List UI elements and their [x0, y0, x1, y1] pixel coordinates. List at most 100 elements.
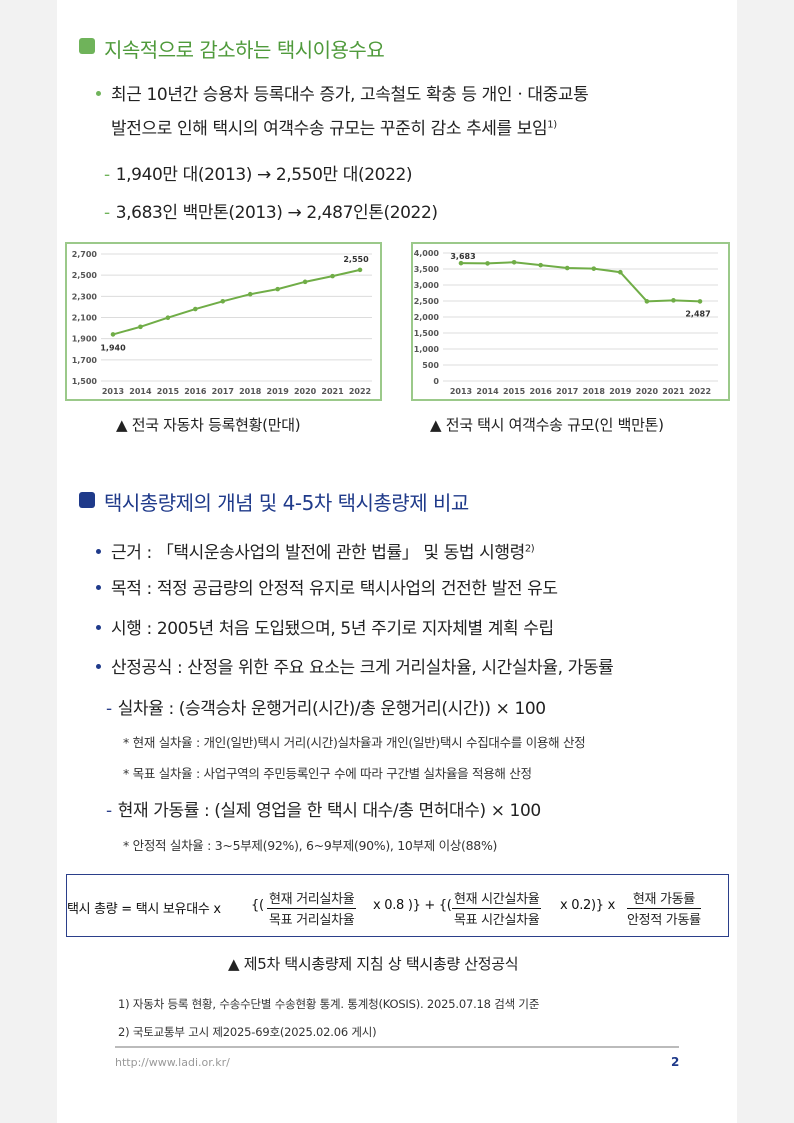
section1-title: 지속적으로 감소하는 택시이용수요 [104, 38, 385, 62]
chart2-caption: ▲ 전국 택시 여객수송 규모(인 백만톤) [430, 416, 664, 434]
section2-s1: - 실차율 : (승객승차 운행거리(시간)/총 운행거리(시간)) × 100 [106, 699, 546, 719]
data-point [538, 262, 543, 268]
y-tick-label: 2,000 [414, 313, 440, 322]
chart1-svg: 1,500 1,700 1,900 2,100 2,300 2,500 2,700 2013 2… [72, 250, 372, 396]
section2-note1: * 현재 실차율 : 개인(일반)택시 거리(시간)실차율과 개인(일반)택시 … [123, 735, 586, 750]
footnote-ref-1: 1) [547, 119, 557, 131]
x-tick-label: 2016 [530, 387, 553, 396]
footer-rule [115, 1046, 679, 1048]
y-tick-label: 2,700 [72, 250, 98, 259]
data-point [644, 299, 650, 304]
bullet-dot-icon [96, 624, 101, 630]
formula-caption: ▲ 제5차 택시총량제 지침 상 택시총량 산정공식 [228, 955, 519, 973]
data-point [485, 261, 490, 266]
x-tick-label: 2014 [476, 387, 499, 396]
section1-sub2: -3,683인 백만톤(2013) → 2,487인톤(2022) [104, 203, 438, 223]
data-point [591, 266, 597, 271]
chart-taxi-passenger-volume: 0 500 1,000 1,500 2,000 2,500 3,000 3,500 4,000 2… [411, 242, 730, 401]
data-point [564, 265, 570, 271]
x-tick-label: 2018 [239, 387, 262, 396]
chart2-svg: 0 500 1,000 1,500 2,000 2,500 3,000 3,500 4,000 2… [414, 249, 718, 396]
data-point [458, 260, 464, 266]
bullet-dot-icon [96, 584, 101, 590]
page-number: 2 [671, 1055, 680, 1069]
data-point [618, 269, 623, 275]
x-tick-label: 2020 [636, 387, 659, 396]
data-point [697, 299, 703, 304]
data-point [511, 259, 517, 265]
data-point [357, 267, 363, 273]
section2-note3: * 안정적 실차율 : 3~5부제(92%), 6~9부제(90%), 10부제… [123, 838, 498, 853]
data-point [165, 315, 171, 321]
y-tick-label: 0 [433, 377, 439, 386]
footnote-1: 1) 자동차 등록 현황, 수송수단별 수송현황 통계. 통계청(KOSIS).… [118, 997, 540, 1011]
y-tick-label: 3,500 [414, 265, 440, 274]
navy-square-icon [79, 492, 95, 508]
data-point [302, 279, 308, 285]
bullet-dot-icon [96, 663, 101, 669]
bullet-dot-icon [96, 548, 101, 554]
footnote-ref-2: 2) [524, 543, 535, 555]
data-point [220, 299, 226, 304]
bullet-dot-icon [96, 90, 101, 96]
formula-box: 택시 총량 = 택시 보유대수 x {( 현재 거리실차율 목표 거리실차율 x… [66, 874, 729, 937]
y-tick-label: 3,000 [414, 281, 440, 290]
y-tick-label: 2,100 [72, 314, 98, 323]
formula-open: {( [251, 898, 264, 913]
y-tick-label: 4,000 [414, 249, 440, 258]
x-tick-label: 2015 [503, 387, 526, 396]
section2-title: 택시총량제의 개념 및 4-5차 택시총량제 비교 [104, 491, 469, 515]
formula-mul1: x 0.8 )} + {( [373, 898, 452, 913]
data-point [330, 273, 335, 279]
data-label-first: 1,940 [100, 343, 126, 352]
data-point [138, 324, 143, 330]
x-tick-label: 2017 [556, 387, 578, 396]
y-tick-label: 2,500 [72, 271, 98, 280]
section1-bullet: 최근 10년간 승용차 등록대수 증가, 고속철도 확충 등 개인ㆍ대중교통 [96, 80, 589, 105]
page [57, 0, 737, 1123]
section2-b2: 목적 : 적정 공급량의 안정적 유지로 택시사업의 건전한 발전 유도 [96, 574, 558, 599]
data-point [671, 298, 676, 303]
chart1-caption: ▲ 전국 자동차 등록현황(만대) [116, 416, 301, 434]
x-tick-label: 2019 [609, 387, 632, 396]
y-tick-label: 500 [422, 361, 439, 370]
data-point [193, 306, 198, 312]
x-tick-label: 2014 [129, 387, 152, 396]
x-tick-label: 2016 [184, 387, 207, 396]
x-tick-label: 2022 [689, 387, 711, 396]
section2-s2: - 현재 가동률 : (실제 영업을 한 택시 대수/총 면허대수) × 100 [106, 801, 541, 821]
x-tick-label: 2020 [294, 387, 317, 396]
y-tick-label: 1,500 [72, 377, 98, 386]
fraction-operation: 현재 가동률 안정적 가동률 [627, 888, 701, 928]
section2-b3: 시행 : 2005년 처음 도입됐으며, 5년 주기로 지자체별 계획 수립 [96, 614, 554, 639]
data-label-last: 2,550 [343, 255, 369, 264]
y-tick-label: 2,300 [72, 292, 98, 301]
formula-mul2: x 0.2)} x [560, 898, 615, 913]
x-tick-label: 2018 [583, 387, 606, 396]
x-tick-label: 2015 [157, 387, 180, 396]
section2-note2: * 목표 실차율 : 사업구역의 주민등록인구 수에 따라 구간별 실차율을 적… [123, 766, 532, 781]
data-point [247, 291, 253, 297]
x-tick-label: 2017 [212, 387, 234, 396]
y-tick-label: 1,500 [414, 329, 440, 338]
section1-bullet-cont: 발전으로 인해 택시의 여객수송 규모는 꾸준히 감소 추세를 보임1) [111, 119, 557, 139]
x-tick-label: 2019 [267, 387, 290, 396]
data-point [110, 332, 116, 337]
x-tick-label: 2022 [349, 387, 371, 396]
x-tick-label: 2021 [321, 387, 344, 396]
data-label-last: 2,487 [685, 309, 710, 318]
footnote-2: 2) 국토교통부 고시 제2025-69호(2025.02.06 게시) [118, 1025, 377, 1039]
chart-vehicle-registration: 1,500 1,700 1,900 2,100 2,300 2,500 2,700 2013 2… [65, 242, 382, 401]
y-tick-label: 1,700 [72, 356, 98, 365]
series-line [460, 261, 701, 303]
formula-lhs: 택시 총량 = 택시 보유대수 x [67, 902, 221, 917]
x-tick-label: 2013 [102, 387, 124, 396]
y-tick-label: 2,500 [414, 297, 440, 306]
y-tick-label: 1,000 [414, 345, 440, 354]
section2-b4: 산정공식 : 산정을 위한 주요 요소는 크게 거리실차율, 시간실차율, 가동… [96, 653, 614, 678]
section1-sub1: -1,940만 대(2013) → 2,550만 대(2022) [104, 165, 413, 185]
y-tick-label: 1,900 [72, 335, 98, 344]
section2-b1: 근거 : 「택시운송사업의 발전에 관한 법률」 및 동법 시행령2) [96, 538, 535, 563]
fraction-distance: 현재 거리실차율 목표 거리실차율 [267, 888, 357, 928]
footer-url[interactable]: http://www.ladi.or.kr/ [115, 1056, 230, 1069]
